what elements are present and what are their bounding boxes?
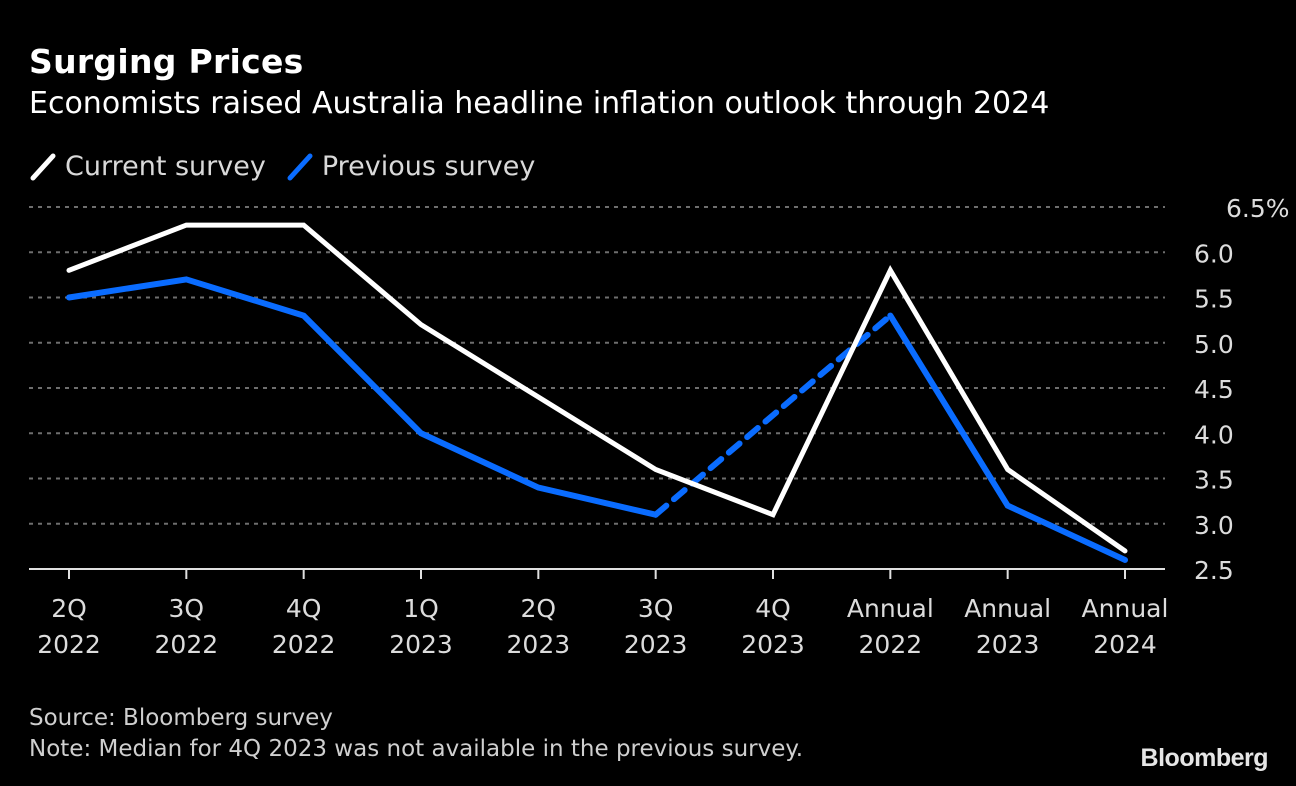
x-tick-label: 3Q xyxy=(169,594,205,623)
x-tick-label-year: 2024 xyxy=(1093,630,1157,659)
x-tick-label: 2Q xyxy=(51,594,87,623)
legend-item-previous: Previous survey xyxy=(286,150,536,182)
x-tick-label: 1Q xyxy=(403,594,439,623)
chart-title: Surging Prices xyxy=(29,42,304,81)
legend-item-current: Current survey xyxy=(29,150,266,182)
x-tick-label-year: 2022 xyxy=(859,630,923,659)
x-tick-label: 2Q xyxy=(521,594,557,623)
legend-swatch-current-icon xyxy=(30,153,56,181)
footer: Source: Bloomberg survey Note: Median fo… xyxy=(29,703,803,765)
x-tick-label: Annual xyxy=(847,594,934,623)
x-tick-label-year: 2023 xyxy=(976,630,1040,659)
footnote: Note: Median for 4Q 2023 was not availab… xyxy=(29,736,804,762)
x-tick-label: 4Q xyxy=(755,594,791,623)
x-tick-label: Annual xyxy=(1082,594,1169,623)
bloomberg-logo: Bloomberg xyxy=(1140,744,1269,772)
source-note: Source: Bloomberg survey xyxy=(29,705,333,731)
x-tick-label-year: 2022 xyxy=(155,630,219,659)
series-line-previous-survey xyxy=(66,276,659,518)
y-tick-label: 6.5% xyxy=(1226,194,1290,223)
legend-label-previous: Previous survey xyxy=(321,150,536,182)
y-tick-label: 3.0 xyxy=(1194,511,1234,540)
x-tick-label-year: 2023 xyxy=(507,630,571,659)
x-tick-label-year: 2023 xyxy=(624,630,688,659)
x-tick-label-year: 2023 xyxy=(389,630,453,659)
y-tick-label: 2.5 xyxy=(1194,556,1234,585)
series-line-current-survey xyxy=(66,222,1128,554)
x-tick-label: Annual xyxy=(964,594,1051,623)
legend: Current survey Previous survey xyxy=(29,150,555,182)
x-tick-label-year: 2022 xyxy=(272,630,336,659)
legend-label-current: Current survey xyxy=(65,150,266,182)
x-tick-label: 3Q xyxy=(638,594,674,623)
x-tick-label: 4Q xyxy=(286,594,322,623)
y-tick-label: 3.5 xyxy=(1194,466,1234,495)
y-tick-label: 4.0 xyxy=(1194,420,1234,449)
y-tick-label: 4.5 xyxy=(1194,375,1234,404)
chart-subtitle: Economists raised Australia headline inf… xyxy=(29,86,1050,121)
y-tick-label: 5.5 xyxy=(1194,285,1234,314)
x-tick-label-year: 2022 xyxy=(37,630,101,659)
y-tick-label: 6.0 xyxy=(1194,239,1234,268)
x-tick-label-year: 2023 xyxy=(741,630,805,659)
y-tick-label: 5.0 xyxy=(1194,330,1234,359)
legend-swatch-previous-icon xyxy=(287,153,313,181)
series-line-previous-survey xyxy=(887,312,1128,563)
